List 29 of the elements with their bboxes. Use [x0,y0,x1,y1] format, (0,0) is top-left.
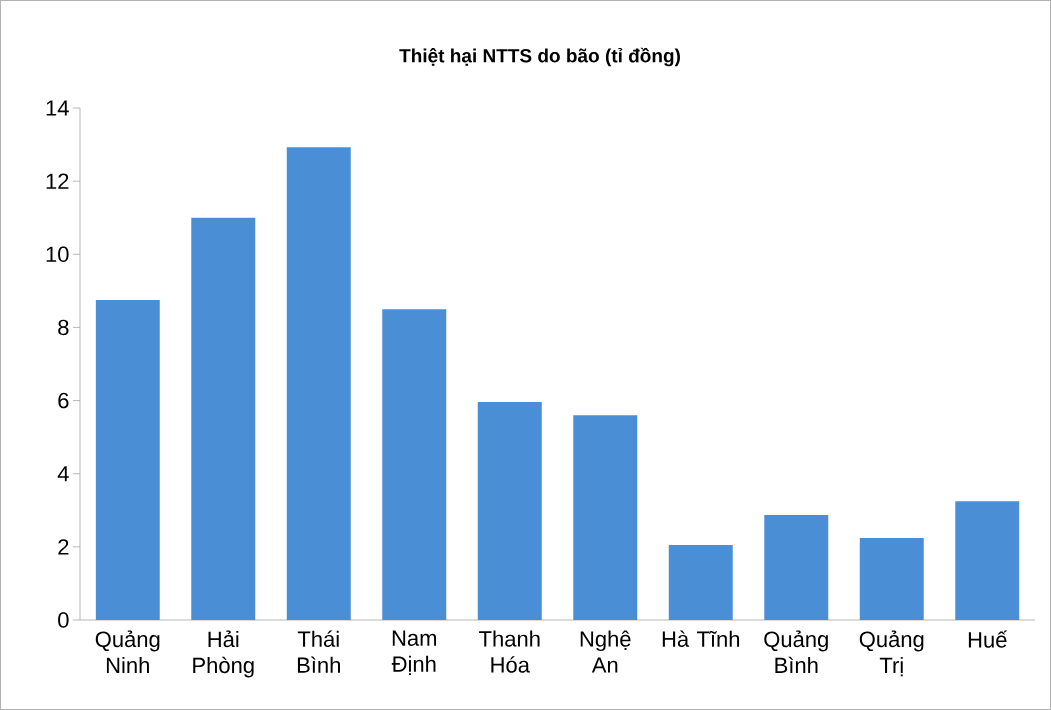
x-tick-label: Nghệ An [580,630,631,673]
bar [668,545,733,620]
x-tick-label: Quảng Trị [859,630,924,677]
bar [764,515,829,620]
y-tick-label: 0 [58,612,69,628]
y-tick-label: 4 [57,466,69,482]
bar [191,217,256,620]
x-tick-label: Hải Phòng [193,630,254,678]
x-tick-label: Nam Định [391,630,437,676]
bar [477,402,542,620]
bar [955,501,1020,620]
y-tick-label: 2 [58,539,69,555]
x-tick-label: Quảng Bình [764,630,828,673]
y-tick-label: 10 [46,246,69,263]
chart-title: Thiệt hại NTTS do bão (tỉ đồng) [399,47,680,67]
bar [286,147,351,620]
y-tick-label: 12 [46,173,69,189]
y-tick-label: 8 [58,319,69,336]
x-tick-label: Thanh Hóa [479,630,540,673]
bar [382,309,447,620]
bar [95,300,160,620]
x-tick-label: Thái Bình [297,630,340,673]
y-tick-label: 6 [58,392,69,409]
x-tick-label: Hà Tĩnh [662,630,740,647]
x-tick-label: Quảng Ninh [95,630,160,673]
y-tick-label: 14 [46,100,69,116]
bar [573,415,638,620]
x-tick-label: Huế [968,630,1008,648]
bar [859,538,924,620]
